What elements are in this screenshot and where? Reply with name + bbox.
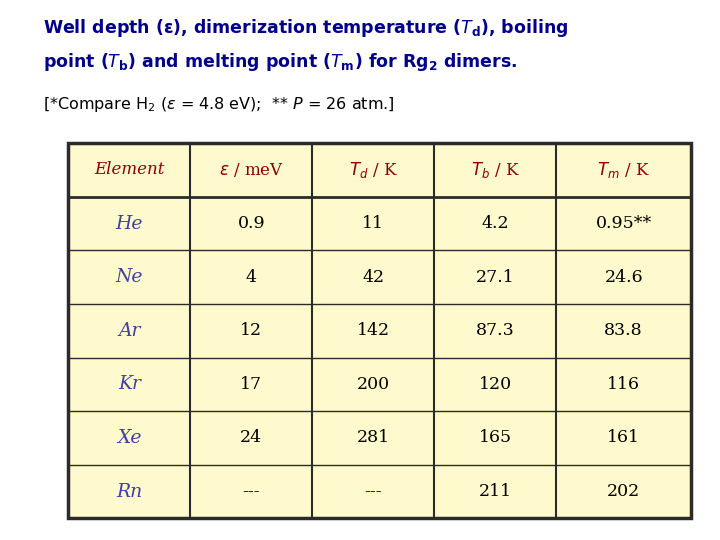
Text: 165: 165 <box>479 429 512 447</box>
Text: 120: 120 <box>479 376 512 393</box>
Text: 281: 281 <box>356 429 390 447</box>
Text: $\mathit{T}_m$ / K: $\mathit{T}_m$ / K <box>597 160 650 180</box>
Text: Ar: Ar <box>118 322 140 340</box>
Text: 116: 116 <box>607 376 640 393</box>
Text: 200: 200 <box>356 376 390 393</box>
Text: 42: 42 <box>362 268 384 286</box>
Text: 27.1: 27.1 <box>476 268 515 286</box>
Text: ---: --- <box>243 483 260 500</box>
Text: 142: 142 <box>356 322 390 339</box>
Text: 211: 211 <box>479 483 512 500</box>
Text: Element: Element <box>94 161 165 178</box>
Text: 87.3: 87.3 <box>476 322 515 339</box>
Text: 83.8: 83.8 <box>604 322 643 339</box>
Text: Rn: Rn <box>116 483 143 501</box>
Text: He: He <box>116 214 143 233</box>
Text: Xe: Xe <box>117 429 142 447</box>
Text: 4: 4 <box>246 268 257 286</box>
Text: ---: --- <box>364 483 382 500</box>
Text: 4.2: 4.2 <box>482 215 509 232</box>
Text: [*Compare H$_2$ ($\varepsilon$ = 4.8 eV);  ** $\mathit{P}$ = 26 atm.]: [*Compare H$_2$ ($\varepsilon$ = 4.8 eV)… <box>43 94 395 113</box>
FancyBboxPatch shape <box>68 143 691 518</box>
Text: 11: 11 <box>362 215 384 232</box>
Text: 12: 12 <box>240 322 262 339</box>
Text: point ($\mathbf{\mathit{T}_b}$) and melting point ($\mathbf{\mathit{T}_m}$) for : point ($\mathbf{\mathit{T}_b}$) and melt… <box>43 51 518 73</box>
Text: $\mathit{T}_b$ / K: $\mathit{T}_b$ / K <box>471 160 520 180</box>
Text: Kr: Kr <box>118 375 141 393</box>
Text: 17: 17 <box>240 376 262 393</box>
Text: $\mathit{T}_d$ / K: $\mathit{T}_d$ / K <box>348 160 397 180</box>
Text: 161: 161 <box>607 429 640 447</box>
Text: 24.6: 24.6 <box>604 268 643 286</box>
Text: 202: 202 <box>607 483 640 500</box>
Text: Ne: Ne <box>116 268 143 286</box>
Text: 0.95**: 0.95** <box>595 215 652 232</box>
Text: Well depth ($\mathbf{\varepsilon}$), dimerization temperature ($\mathbf{\mathit{: Well depth ($\mathbf{\varepsilon}$), dim… <box>43 17 569 39</box>
Text: 0.9: 0.9 <box>238 215 265 232</box>
Text: $\varepsilon$ / meV: $\varepsilon$ / meV <box>219 161 284 179</box>
Text: 24: 24 <box>240 429 262 447</box>
